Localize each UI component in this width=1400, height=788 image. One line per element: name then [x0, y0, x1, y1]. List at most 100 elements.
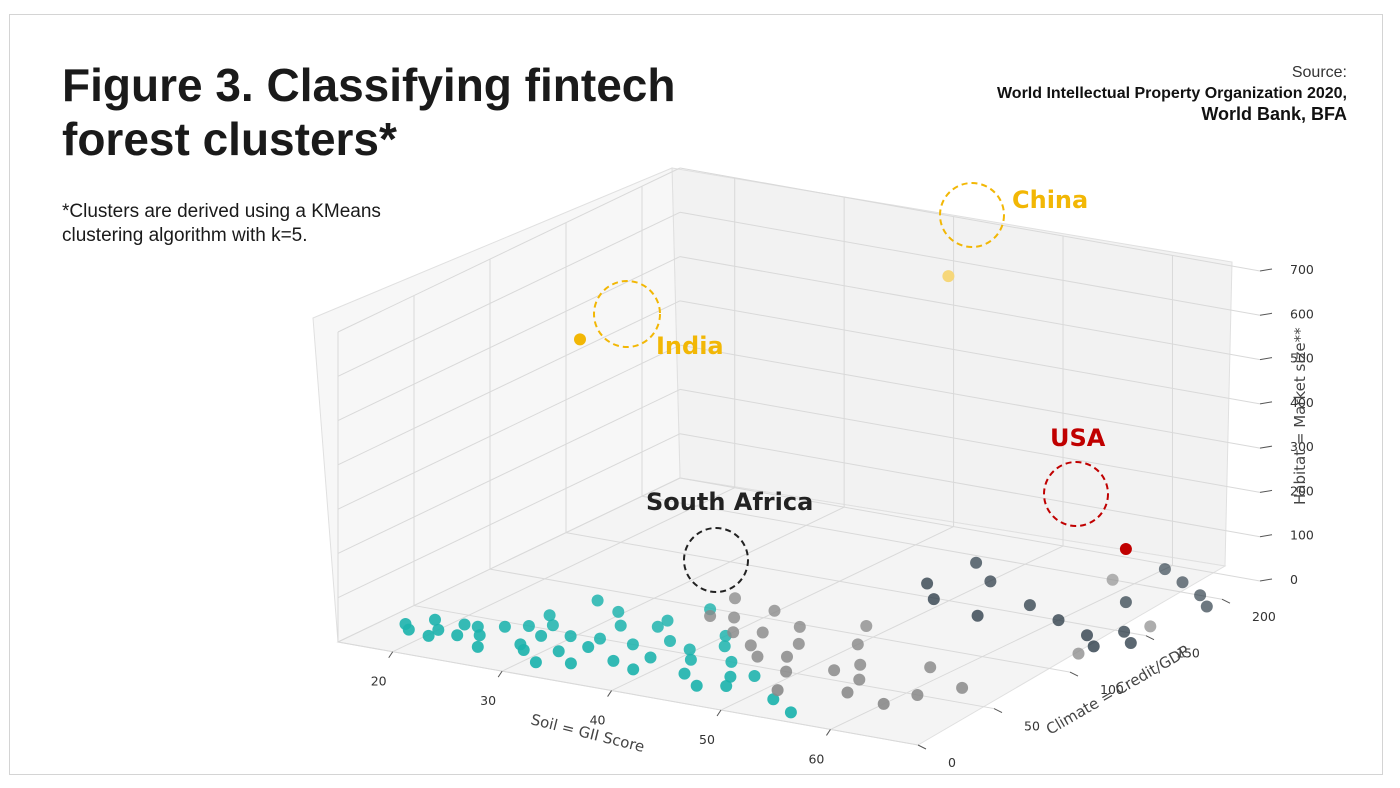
y-gridline-floor [337, 641, 919, 746]
cluster-2-point [1081, 629, 1093, 642]
cluster-0-point [535, 629, 548, 642]
z-tick-mark [1259, 268, 1273, 272]
cluster-2-point [1118, 625, 1131, 638]
figure-title: Figure 3. Classifying fintech forest clu… [62, 58, 782, 166]
cluster-2-point [927, 593, 940, 606]
cluster-0-point [678, 667, 691, 680]
z-tick-mark [1259, 445, 1273, 449]
south-africa-highlight-circle [683, 527, 749, 593]
x-gridline-floor [611, 526, 954, 692]
x-tick-mark [716, 709, 722, 717]
cluster-0-point [683, 643, 696, 656]
cluster-1-point [1072, 647, 1085, 660]
y-gridline-floor [413, 605, 995, 710]
cluster-1-point [781, 650, 793, 663]
cluster-2-point [1119, 596, 1132, 609]
cluster-1-point [704, 610, 717, 622]
cluster-0-point [546, 619, 559, 632]
china-point [942, 270, 955, 283]
cluster-0-point [720, 680, 733, 692]
cluster-2-point [1124, 637, 1137, 649]
data-points [399, 270, 1213, 719]
cluster-0-point [612, 605, 625, 618]
y-gridline-floor [565, 532, 1147, 637]
x-axis-label: Soil = GII Score [529, 710, 646, 756]
z-gridline-left [337, 477, 681, 643]
cluster-2-point [1176, 576, 1189, 589]
cluster-2-point [1023, 599, 1036, 612]
z-gridline-back [679, 433, 1261, 538]
cluster-0-point [644, 651, 657, 664]
z-tick-mark [1259, 357, 1273, 361]
cluster-0-point [614, 619, 627, 632]
cluster-1-point [744, 639, 757, 652]
cluster-0-point [552, 645, 565, 658]
z-gridline-left [337, 211, 681, 377]
z-tick-label: 600 [1290, 306, 1314, 321]
y-tick-mark [1145, 635, 1155, 641]
cluster-1-point [1106, 573, 1119, 586]
cluster-0-point [724, 670, 737, 683]
z-gridline-left [337, 433, 681, 599]
cluster-2-point [1158, 563, 1171, 576]
slide-frame [9, 14, 1383, 775]
source-line1: World Intellectual Property Organization… [996, 85, 1347, 102]
z-gridline-back [679, 344, 1261, 449]
z-tick-label: 200 [1290, 483, 1314, 498]
y-tick-label: 100 [1100, 682, 1124, 697]
cluster-0-point [718, 640, 731, 653]
cluster-0-point [594, 632, 606, 645]
cluster-0-point [690, 679, 703, 692]
z-gridline-left [337, 256, 681, 422]
cluster-1-point [877, 697, 890, 710]
z-tick-label: 400 [1290, 395, 1314, 410]
cluster-1-point [756, 626, 769, 639]
y-tick-mark [993, 708, 1003, 714]
cluster-0-point [607, 654, 620, 667]
z-gridline-back [679, 388, 1261, 493]
cluster-1-point [854, 658, 867, 671]
cluster-1-point [911, 689, 924, 701]
cluster-2-point [1087, 640, 1100, 653]
x-tick-label: 20 [371, 674, 387, 689]
cluster-0-point [458, 618, 471, 631]
z-tick-mark [1259, 401, 1273, 405]
y-tick-label: 150 [1176, 646, 1200, 661]
cluster-1-point [853, 673, 866, 686]
y-tick-label: 50 [1024, 719, 1040, 734]
cluster-0-point [517, 644, 530, 656]
cluster-0-point [626, 638, 639, 651]
source-line2: World Bank, BFA [1201, 104, 1347, 124]
x-gridline-floor [392, 487, 735, 653]
cluster-0-point [529, 656, 542, 669]
x-tick-mark [607, 690, 613, 697]
usa-label: USA [1050, 424, 1106, 452]
z-gridline-left [337, 344, 681, 510]
z-gridline-left [337, 167, 681, 333]
cluster-0-point [471, 640, 484, 653]
footnote-line2: clustering algorithm with k=5. [62, 225, 308, 246]
x-tick-label: 60 [808, 751, 824, 766]
china-label: China [1012, 186, 1088, 214]
z-gridline-left [337, 300, 681, 466]
cluster-0-point [725, 655, 738, 668]
z-tick-label: 500 [1290, 351, 1314, 366]
cluster-1-point [841, 686, 854, 699]
cluster-0-point [661, 614, 674, 627]
cluster-1-point [851, 638, 864, 651]
x-tick-mark [388, 651, 394, 658]
cluster-1-point [860, 620, 873, 632]
cluster-0-point [664, 635, 676, 647]
y-tick-label: 0 [948, 755, 956, 770]
india-label: India [656, 332, 724, 360]
x-tick-mark [826, 729, 831, 736]
cluster-0-point [432, 623, 445, 636]
cluster-0-point [748, 670, 761, 682]
south-africa-label: South Africa [646, 488, 813, 516]
cluster-0-point [429, 613, 441, 626]
z-tick-label: 0 [1290, 572, 1298, 587]
cluster-0-point [591, 594, 604, 607]
cluster-0-point [422, 629, 435, 642]
cluster-1-point [727, 626, 740, 639]
